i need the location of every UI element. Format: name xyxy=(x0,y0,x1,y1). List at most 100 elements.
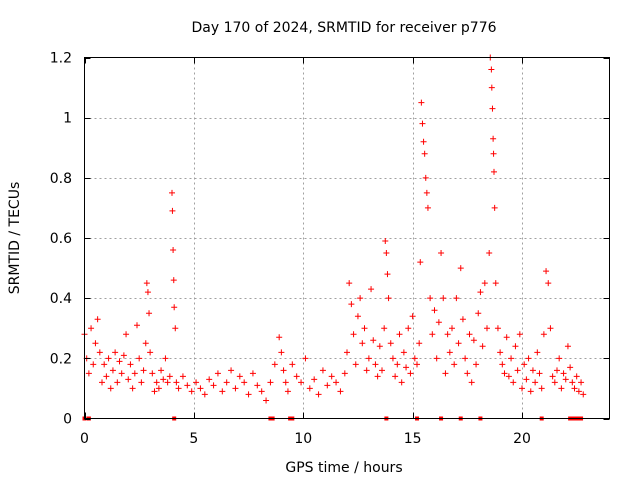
data-point xyxy=(427,295,434,302)
data-point xyxy=(453,295,460,302)
data-point xyxy=(442,370,449,377)
data-point xyxy=(532,379,539,386)
data-point xyxy=(486,250,493,257)
data-point xyxy=(241,379,248,386)
data-point xyxy=(184,382,191,389)
data-point xyxy=(503,334,510,341)
data-point xyxy=(357,295,364,302)
data-point xyxy=(405,325,412,332)
data-point xyxy=(385,295,392,302)
data-point xyxy=(512,343,519,350)
y-tick-label: 0.8 xyxy=(50,171,72,187)
data-point xyxy=(372,361,379,368)
data-point xyxy=(188,388,195,395)
data-point xyxy=(166,373,173,380)
data-point xyxy=(172,325,179,332)
data-point xyxy=(140,367,147,374)
data-point xyxy=(344,349,350,356)
data-point xyxy=(562,376,569,383)
data-point xyxy=(278,349,285,356)
data-point xyxy=(554,367,560,374)
data-point xyxy=(571,385,578,392)
data-point xyxy=(105,355,112,362)
data-point xyxy=(245,391,252,398)
data-point xyxy=(519,385,525,392)
data-point xyxy=(276,334,283,341)
data-point xyxy=(134,322,140,329)
data-point xyxy=(112,349,119,356)
data-point xyxy=(131,370,138,377)
data-point xyxy=(116,358,123,365)
data-point xyxy=(398,379,405,386)
data-point xyxy=(232,385,239,392)
data-point xyxy=(158,367,165,374)
data-point xyxy=(92,340,99,347)
y-tick-label: 0.6 xyxy=(50,231,72,247)
data-point xyxy=(289,361,296,368)
data-point xyxy=(394,361,401,368)
y-tick-label: 0.4 xyxy=(50,291,72,307)
data-points xyxy=(81,54,587,421)
data-point xyxy=(125,376,132,383)
data-point xyxy=(267,379,274,386)
data-point xyxy=(488,84,495,91)
data-point xyxy=(214,370,221,377)
data-point xyxy=(497,349,504,356)
data-point xyxy=(149,370,156,377)
data-point xyxy=(400,349,407,356)
data-point xyxy=(171,304,178,311)
data-point xyxy=(350,331,357,338)
data-point xyxy=(258,388,265,395)
data-point xyxy=(99,379,105,386)
data-point xyxy=(170,277,177,284)
y-tick-label: 0 xyxy=(63,412,72,428)
data-point xyxy=(417,259,424,266)
data-point xyxy=(525,355,532,362)
data-point xyxy=(433,355,440,362)
data-point xyxy=(319,367,326,374)
data-point xyxy=(236,373,243,380)
data-point xyxy=(328,373,335,380)
data-point xyxy=(407,370,414,377)
data-point xyxy=(446,349,453,356)
data-point xyxy=(444,331,451,338)
data-point xyxy=(164,379,171,386)
data-point xyxy=(420,138,427,145)
data-point xyxy=(197,385,204,392)
data-point xyxy=(527,388,534,395)
data-point xyxy=(575,388,582,395)
data-point xyxy=(144,289,151,296)
data-point xyxy=(505,373,512,380)
data-point xyxy=(138,379,145,386)
data-point xyxy=(352,361,359,368)
data-point xyxy=(96,349,103,356)
data-point xyxy=(514,367,521,374)
data-point xyxy=(468,379,475,386)
data-point xyxy=(403,364,410,371)
data-point xyxy=(491,168,497,175)
data-point xyxy=(228,367,235,374)
data-point xyxy=(210,382,217,389)
data-point xyxy=(490,135,497,142)
data-point xyxy=(333,379,340,386)
data-point xyxy=(381,325,388,332)
chart-title: Day 170 of 2024, SRMTID for receiver p77… xyxy=(191,20,496,36)
data-point xyxy=(411,355,418,362)
data-point xyxy=(416,340,423,347)
data-point xyxy=(560,370,567,377)
y-tick-label: 1.2 xyxy=(50,51,72,67)
data-point xyxy=(103,373,110,380)
data-point xyxy=(490,150,497,157)
data-point xyxy=(477,289,484,296)
data-point xyxy=(440,295,447,302)
data-point xyxy=(529,367,536,374)
data-point xyxy=(558,385,565,392)
x-tick-label: 20 xyxy=(513,431,531,447)
data-point xyxy=(473,361,480,368)
data-point xyxy=(479,343,486,350)
data-point xyxy=(374,373,381,380)
data-point xyxy=(556,355,563,362)
data-point xyxy=(146,310,153,317)
data-point xyxy=(438,250,445,257)
data-point xyxy=(107,385,114,392)
